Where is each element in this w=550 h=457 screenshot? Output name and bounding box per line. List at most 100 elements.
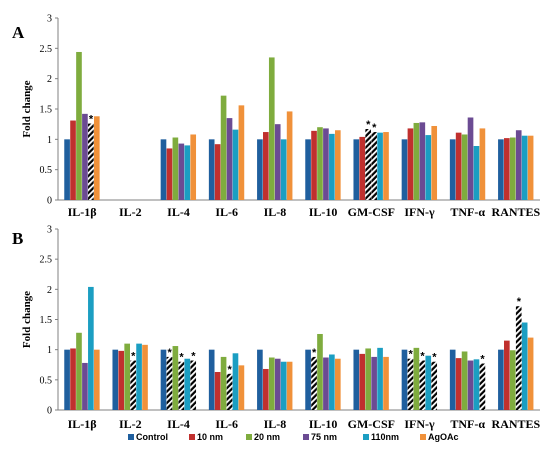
bar-il2-75nm (130, 360, 136, 410)
legend-swatch (303, 434, 309, 440)
bar-il1-20nm (76, 51, 82, 201)
bar-il6-control (208, 349, 215, 410)
bar-ifn-agoac (431, 125, 438, 200)
category-label: IL-10 (309, 205, 338, 219)
category-label: TNF-α (450, 205, 485, 219)
bar-il4-110nm (184, 145, 191, 200)
y-tick-label: 2 (47, 74, 52, 85)
bar-gmcsf-75nm (371, 132, 377, 200)
legend-entry: AgOAc (428, 432, 459, 442)
bar-il6-20nm (220, 95, 227, 200)
bar-il4-control (160, 349, 167, 410)
bar-il10-control (305, 139, 311, 200)
y-axis-label: Fold change (21, 291, 33, 348)
bar-il10-control (305, 349, 311, 410)
bar-il1-20nm (76, 332, 82, 410)
category-label: RANTES (492, 417, 541, 431)
bar-ifn-10nm (407, 128, 414, 200)
bar-tnf-75nm (467, 117, 474, 200)
significance-star: * (408, 349, 413, 361)
bar-gmcsf-20nm (365, 129, 371, 200)
bar-rantes-20nm (509, 137, 516, 200)
panel-label: A (12, 23, 25, 42)
significance-star: * (517, 296, 522, 308)
category-label: IL-8 (264, 417, 287, 431)
bar-tnf-110nm (473, 146, 480, 200)
legend-swatch (246, 434, 252, 440)
category-label: IL-2 (119, 417, 142, 431)
bar-ifn-110nm (425, 135, 432, 200)
y-tick-label: 1 (47, 345, 52, 356)
bar-il6-110nm (232, 129, 239, 200)
bar-gmcsf-control (353, 349, 360, 410)
bar-il8-10nm (263, 132, 269, 200)
bar-ifn-75nm (419, 122, 426, 200)
significance-star: * (420, 351, 425, 363)
bar-gmcsf-control (353, 139, 360, 200)
bar-il1-75nm (82, 113, 88, 200)
bar-il8-control (257, 139, 263, 200)
bar-il8-agoac (286, 361, 293, 410)
legend-entry: 110nm (371, 432, 399, 442)
significance-star: * (366, 119, 371, 131)
chart-panel-a: 0 0.5 1 1.5 2 2.5 3 Fold change A * IL-1β IL-2 IL-4 I… (12, 14, 541, 220)
significance-star: * (372, 122, 377, 134)
bar-il10-10nm (311, 130, 317, 200)
bar-gmcsf-75nm (371, 356, 377, 410)
bar-ifn-20nm (413, 347, 420, 410)
bar-il1-control (64, 139, 70, 200)
bar-il4-75nm (178, 361, 185, 410)
bar-il10-agoac (334, 358, 341, 410)
bar-il6-10nm (214, 371, 221, 410)
legend-entry: Control (136, 432, 168, 442)
category-label: IL-2 (119, 205, 142, 219)
significance-star: * (312, 347, 317, 359)
bar-il8-20nm (268, 57, 275, 200)
significance-star: * (191, 351, 196, 363)
bar-tnf-agoac (479, 363, 486, 410)
legend-swatch (420, 434, 426, 440)
category-label: TNF-α (450, 417, 485, 431)
bar-il4-10nm (166, 148, 173, 200)
bar-rantes-control (498, 349, 504, 410)
bar-il1-control (64, 349, 70, 410)
bar-tnf-20nm (461, 134, 468, 200)
y-tick-label: 3 (47, 14, 52, 25)
category-label: IL-4 (167, 205, 190, 219)
category-label: IL-6 (215, 417, 238, 431)
y-tick-label: 1.5 (40, 315, 53, 326)
bar-il1-110nm (88, 286, 94, 410)
bar-gmcsf-10nm (359, 136, 366, 200)
bar-tnf-control (449, 349, 456, 410)
significance-star: * (167, 347, 172, 359)
bar-tnf-110nm (473, 359, 480, 410)
bar-rantes-control (498, 139, 504, 200)
bar-ifn-10nm (407, 358, 414, 410)
bar-tnf-75nm (467, 360, 474, 410)
significance-star: * (89, 114, 94, 126)
chart-panels: 0 0.5 1 1.5 2 2.5 3 Fold change A * IL-1β IL-2 IL-4 I… (12, 14, 541, 432)
bar-il1-10nm (70, 120, 76, 200)
bar-rantes-75nm (515, 130, 522, 200)
bar-ifn-110nm (425, 355, 432, 410)
bar-il8-110nm (280, 139, 287, 200)
bar-tnf-10nm (455, 358, 462, 410)
bar-il10-agoac (334, 130, 341, 200)
bar-il8-10nm (263, 368, 269, 410)
y-tick-label: 2.5 (40, 44, 53, 55)
category-label: IFN-γ (404, 205, 435, 219)
bar-gmcsf-agoac (383, 356, 389, 410)
legend-entry: 20 nm (254, 432, 280, 442)
bar-ifn-75nm (419, 360, 426, 410)
bar-rantes-110nm (521, 135, 528, 200)
bar-ifn-control (401, 349, 408, 410)
legend-entry: 75 nm (311, 432, 337, 442)
bar-il2-control (112, 349, 119, 410)
category-label: IL-8 (264, 205, 287, 219)
bar-il10-10nm (311, 356, 317, 410)
bar-il6-agoac (238, 365, 245, 410)
y-tick-label: 0.5 (40, 375, 53, 386)
bar-il8-agoac (286, 111, 293, 200)
bar-il10-110nm (329, 133, 335, 200)
